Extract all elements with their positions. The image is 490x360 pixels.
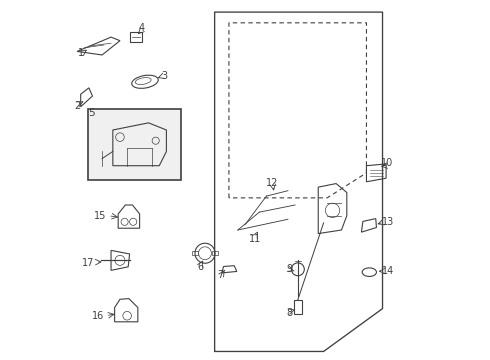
Text: 9: 9 <box>287 264 293 274</box>
Text: 14: 14 <box>382 266 394 276</box>
FancyBboxPatch shape <box>88 109 181 180</box>
Text: 5: 5 <box>88 108 95 118</box>
Text: 3: 3 <box>162 71 168 81</box>
Text: 2: 2 <box>74 101 81 111</box>
Text: 7: 7 <box>217 270 223 280</box>
Bar <box>192 251 198 255</box>
Text: 16: 16 <box>92 311 104 321</box>
Text: 1: 1 <box>77 48 84 58</box>
Text: 13: 13 <box>382 217 394 227</box>
Text: 8: 8 <box>287 308 293 318</box>
Text: 4: 4 <box>138 23 145 33</box>
Bar <box>294 300 302 314</box>
Text: 11: 11 <box>248 234 261 244</box>
Text: 10: 10 <box>381 158 393 168</box>
Bar <box>212 251 218 255</box>
Text: 12: 12 <box>266 178 278 188</box>
Text: 17: 17 <box>82 258 95 268</box>
Text: 15: 15 <box>94 211 106 221</box>
Text: 6: 6 <box>197 262 204 272</box>
